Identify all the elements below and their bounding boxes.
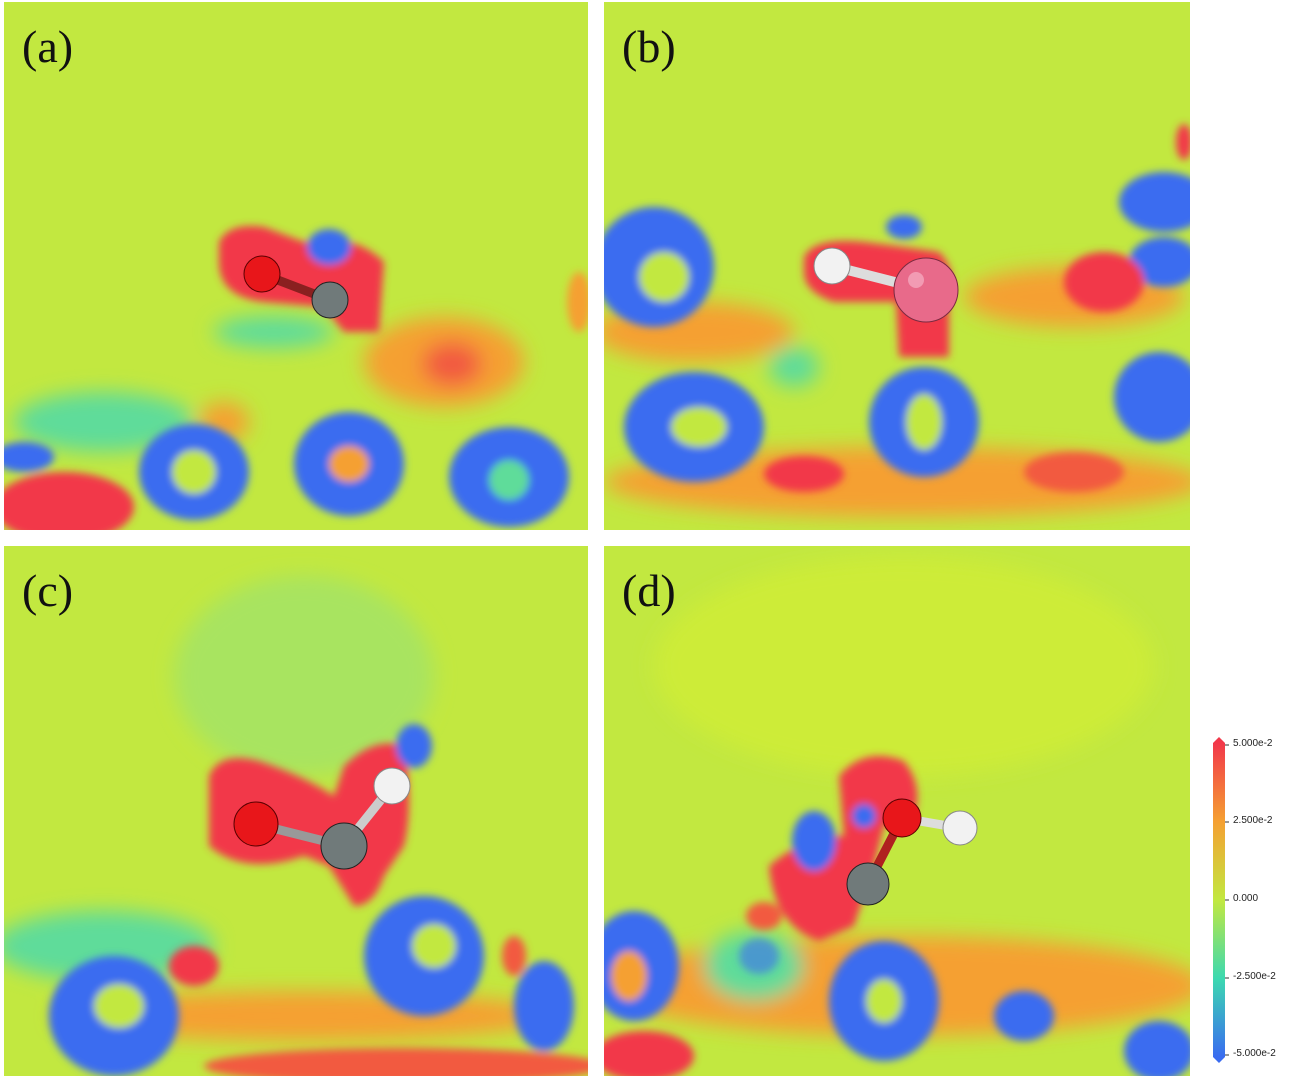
panel-b: (b) (604, 2, 1190, 530)
panel-label-d: (d) (622, 565, 676, 616)
oxygen-atom (882, 798, 922, 838)
panel-c: (c) (4, 546, 588, 1076)
carbon-atom (311, 281, 349, 319)
colorbar-gradient (1213, 737, 1229, 1063)
atom-highlight (908, 272, 924, 288)
panel-label-b: (b) (622, 21, 676, 72)
metal-atom (893, 257, 959, 323)
panel-label-c: (c) (22, 565, 74, 616)
density-map-d (604, 546, 1190, 1076)
oxygen-atom (233, 801, 279, 847)
colorbar: 5.000e-2 2.500e-2 0.000 -2.500e-2 -5.000… (1213, 735, 1298, 1065)
colorbar-tick-min: -5.000e-2 (1233, 1048, 1276, 1059)
density-map-b (604, 2, 1190, 530)
carbon-atom (320, 822, 368, 870)
colorbar-tick-max: 5.000e-2 (1233, 738, 1273, 749)
panel-d: (d) (604, 546, 1190, 1076)
colorbar-tick-zero: 0.000 (1233, 893, 1259, 904)
density-map-c (4, 546, 588, 1076)
hydrogen-atom (942, 810, 978, 846)
panel-a: (a) (4, 2, 588, 530)
colorbar-tick-upper: 2.500e-2 (1233, 815, 1273, 826)
oxygen-atom (243, 255, 281, 293)
carbon-atom (846, 862, 890, 906)
colorbar-tick-lower: -2.500e-2 (1233, 971, 1276, 982)
hydrogen-atom (373, 767, 411, 805)
density-map-a (4, 2, 588, 530)
hydrogen-atom (813, 247, 851, 285)
panel-label-a: (a) (22, 21, 74, 72)
